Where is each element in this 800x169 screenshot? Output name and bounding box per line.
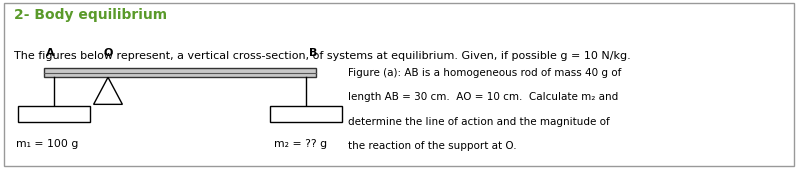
- Text: A: A: [46, 48, 55, 58]
- Text: determine the line of action and the magnitude of: determine the line of action and the mag…: [348, 117, 610, 127]
- Text: the reaction of the support at O.: the reaction of the support at O.: [348, 141, 517, 151]
- Text: The figures below represent, a vertical cross-section, of systems at equilibrium: The figures below represent, a vertical …: [14, 51, 631, 61]
- Text: B: B: [310, 48, 318, 58]
- Bar: [44, 68, 316, 77]
- Text: m₂ = ?? g: m₂ = ?? g: [274, 139, 326, 149]
- Text: length AB = 30 cm.  AO = 10 cm.  Calculate m₂ and: length AB = 30 cm. AO = 10 cm. Calculate…: [348, 92, 618, 102]
- Polygon shape: [94, 77, 122, 104]
- Bar: [18, 106, 90, 122]
- Text: 2- Body equilibrium: 2- Body equilibrium: [14, 8, 167, 22]
- Text: Figure (a): AB is a homogeneous rod of mass 40 g of: Figure (a): AB is a homogeneous rod of m…: [348, 68, 622, 78]
- Bar: [270, 106, 342, 122]
- Text: m₁ = 100 g: m₁ = 100 g: [16, 139, 78, 149]
- Text: O: O: [103, 48, 113, 58]
